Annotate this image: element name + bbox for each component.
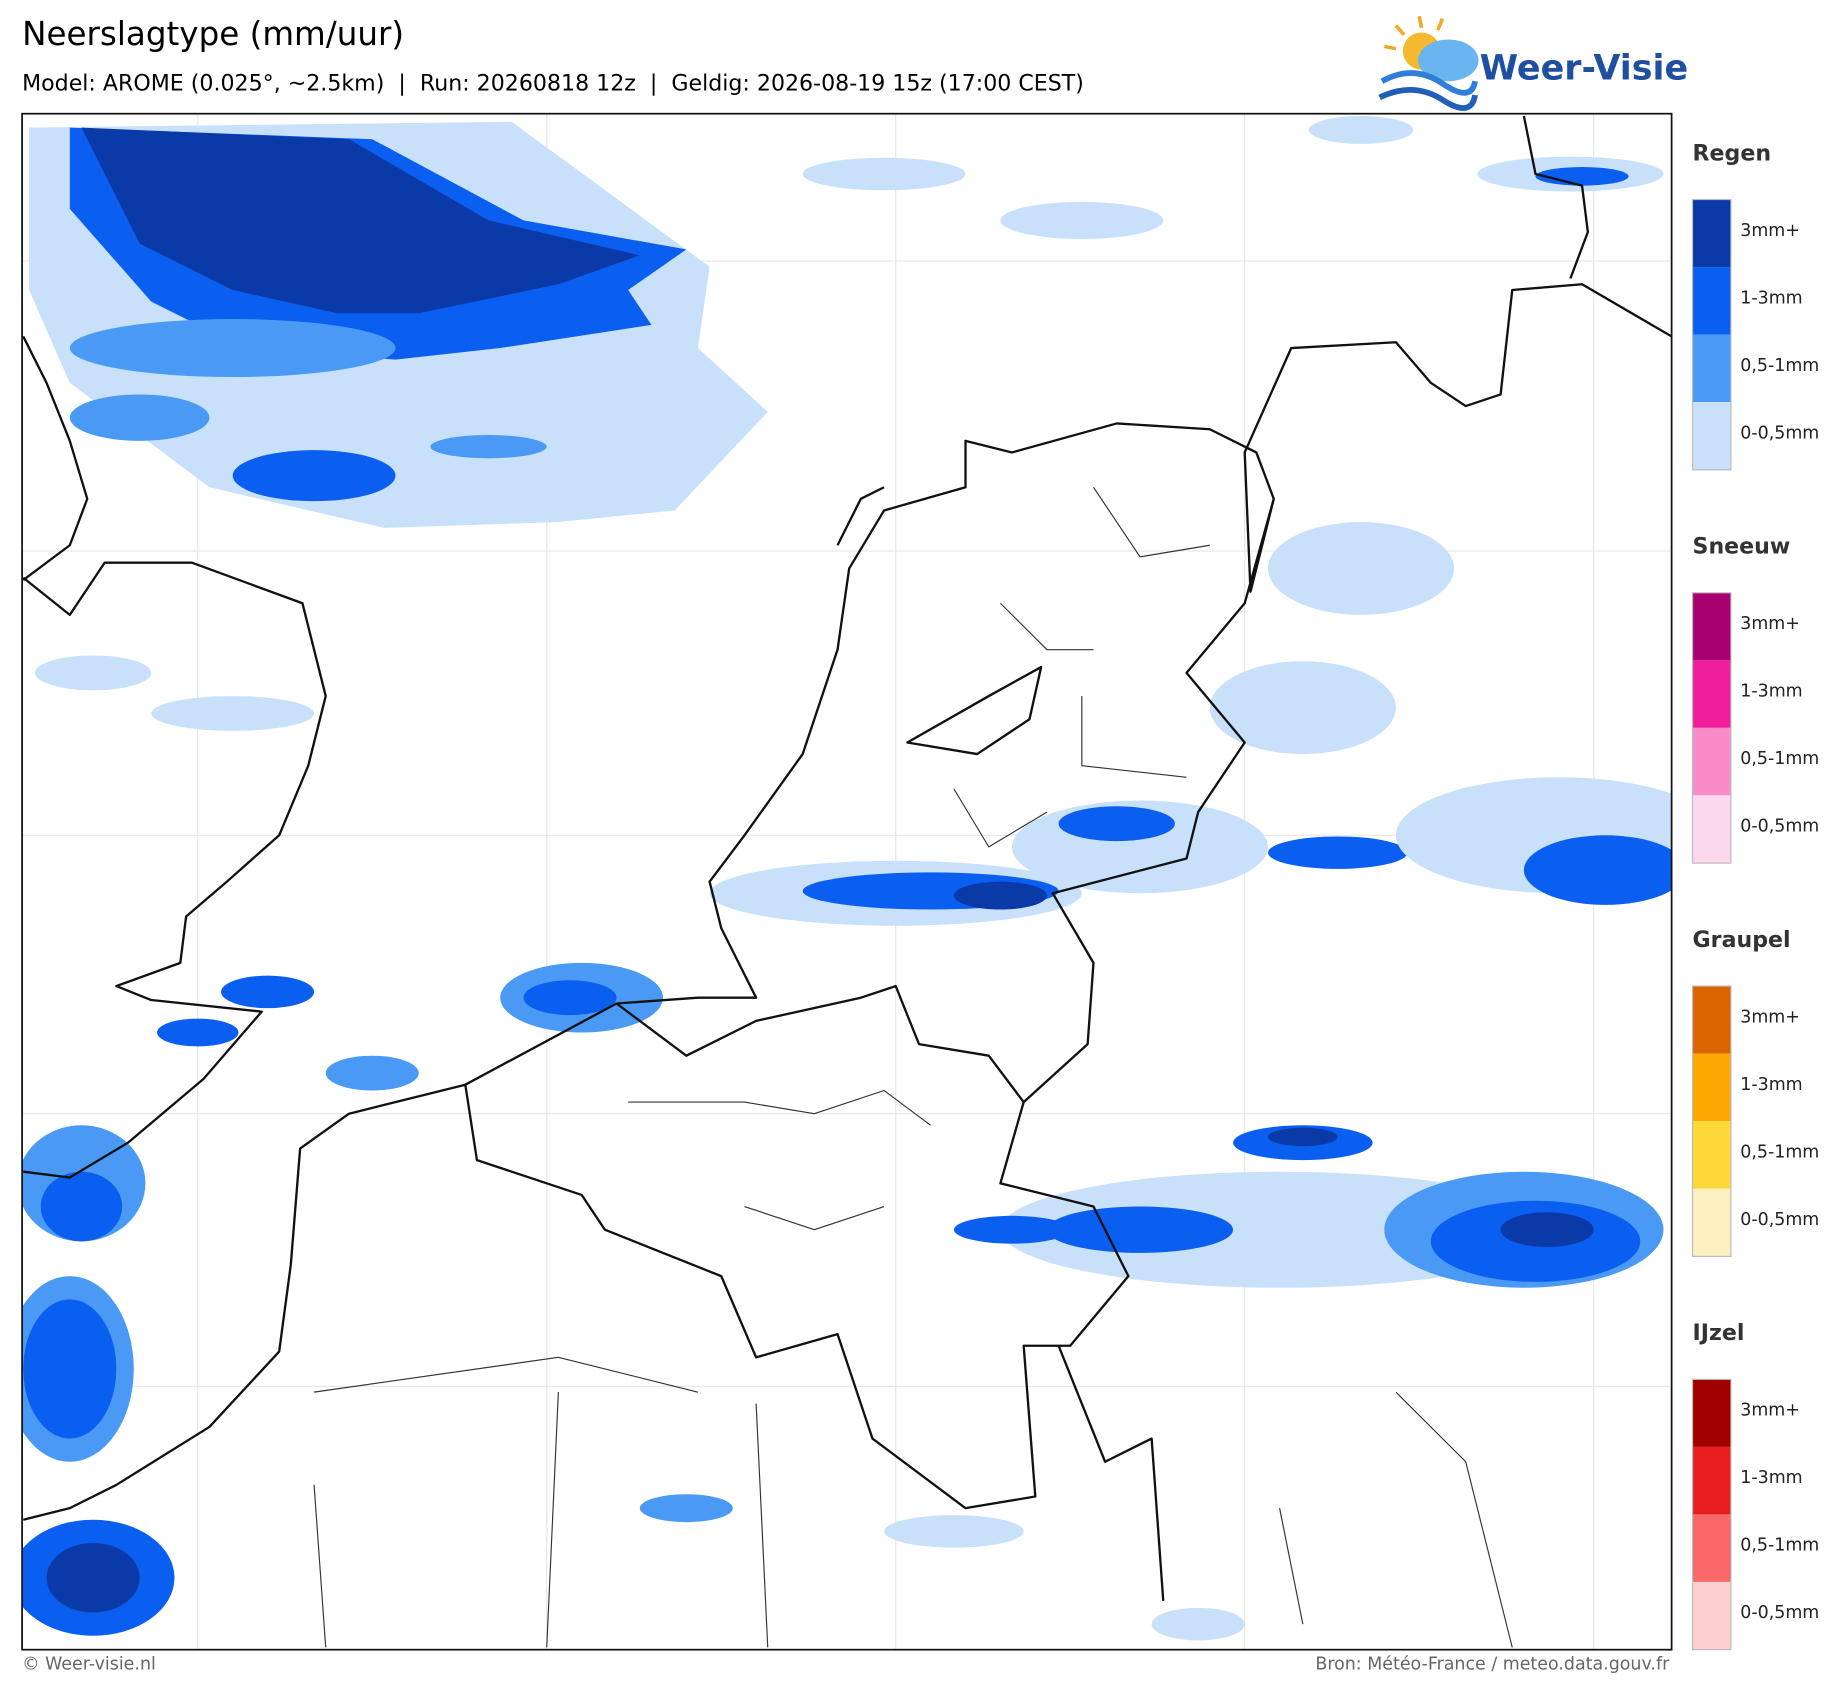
legend-label: 0-0,5mm — [1740, 1603, 1819, 1623]
legend-label: 1-3mm — [1740, 288, 1802, 308]
legend-label: 1-3mm — [1740, 1075, 1802, 1095]
legend-title: Sneeuw — [1693, 535, 1791, 560]
legend-swatch — [1692, 795, 1731, 863]
legend-label: 0,5-1mm — [1740, 1142, 1819, 1162]
legend-label: 3mm+ — [1740, 1007, 1800, 1027]
legend-box — [1691, 592, 1732, 864]
legend-label: 0-0,5mm — [1740, 1210, 1819, 1230]
legend-label: 3mm+ — [1740, 614, 1800, 634]
legend-label: 0-0,5mm — [1740, 423, 1819, 443]
legend-swatch — [1692, 1446, 1731, 1515]
title: Neerslagtype (mm/uur) — [22, 15, 404, 53]
legend-label: 3mm+ — [1740, 221, 1800, 241]
legend-swatch — [1692, 660, 1731, 728]
legend-title: Regen — [1693, 141, 1772, 166]
legend-label: 3mm+ — [1740, 1401, 1800, 1421]
legend-label: 0,5-1mm — [1740, 749, 1819, 769]
legend-swatch — [1692, 1514, 1731, 1582]
borders — [313, 486, 1513, 1648]
map-frame — [21, 112, 1673, 1651]
legend-label: 1-3mm — [1740, 1468, 1802, 1488]
footer-source: Bron: Météo-France / meteo.data.gouv.fr — [1315, 1655, 1670, 1675]
legend-swatch — [1692, 199, 1731, 268]
legend-label: 0-0,5mm — [1740, 817, 1819, 837]
legend-swatch — [1692, 334, 1731, 403]
legend-box — [1691, 1378, 1732, 1651]
legend-swatch — [1692, 267, 1731, 335]
legend-swatch — [1692, 1121, 1731, 1189]
legend-swatch — [1692, 1053, 1731, 1122]
map-area — [22, 113, 1672, 1650]
legend-swatch — [1692, 727, 1731, 796]
coastlines — [22, 115, 1672, 1521]
legend-title: IJzel — [1693, 1321, 1745, 1346]
legend-swatch — [1692, 592, 1731, 661]
legend-swatch — [1692, 402, 1731, 470]
legend-box — [1691, 198, 1732, 471]
legend-swatch — [1692, 1581, 1731, 1650]
legend-swatch — [1692, 1379, 1731, 1447]
legend-box — [1691, 985, 1732, 1257]
legend-swatch — [1692, 986, 1731, 1054]
legend-title: Graupel — [1693, 928, 1791, 953]
precipitation — [22, 116, 1672, 1641]
legend-swatch — [1692, 1188, 1731, 1257]
legend-label: 0,5-1mm — [1740, 356, 1819, 376]
legend: Regen 3mm+ 1-3mm 0,5-1mm 0-0,5mm Sneeuw 3mm+ 1-… — [1691, 141, 1819, 1651]
logo-text: Weer-Visie — [1480, 49, 1688, 89]
subtitle: Model: AROME (0.025°, ~2.5km) | Run: 202… — [22, 72, 1084, 97]
legend-label: 1-3mm — [1740, 682, 1802, 702]
logo: Weer-Visie — [1378, 15, 1688, 111]
legend-label: 0,5-1mm — [1740, 1536, 1819, 1556]
footer-credit: © Weer-visie.nl — [22, 1655, 156, 1675]
logo-cloud — [1418, 39, 1479, 82]
